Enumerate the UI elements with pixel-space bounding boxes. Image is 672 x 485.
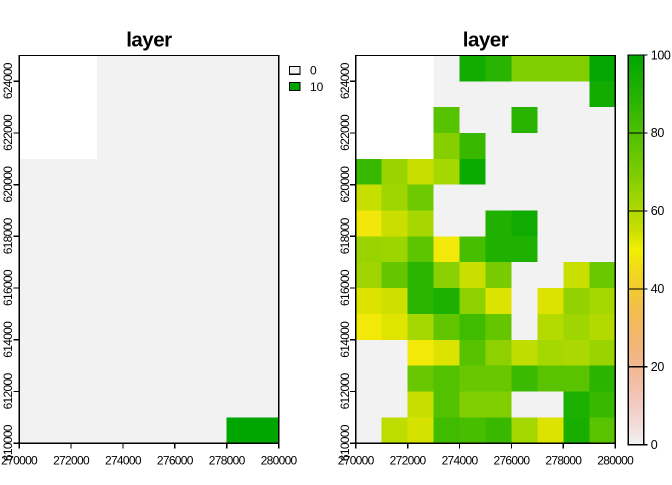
svg-text:40: 40	[651, 282, 665, 296]
svg-text:276000: 276000	[157, 454, 194, 468]
svg-text:276000: 276000	[493, 454, 530, 468]
svg-text:612000: 612000	[1, 373, 15, 410]
svg-text:280000: 280000	[597, 454, 634, 468]
svg-text:272000: 272000	[390, 454, 427, 468]
svg-text:622000: 622000	[1, 114, 15, 151]
svg-text:278000: 278000	[545, 454, 582, 468]
svg-text:0: 0	[310, 64, 317, 78]
svg-text:620000: 620000	[338, 166, 352, 203]
svg-text:10: 10	[310, 80, 324, 94]
svg-text:layer: layer	[126, 28, 172, 51]
svg-text:616000: 616000	[1, 269, 15, 306]
svg-text:270000: 270000	[338, 454, 375, 468]
svg-text:280000: 280000	[261, 454, 298, 468]
svg-text:618000: 618000	[1, 217, 15, 254]
svg-text:100: 100	[651, 48, 671, 62]
svg-text:624000: 624000	[1, 62, 15, 99]
svg-text:614000: 614000	[1, 321, 15, 358]
svg-text:618000: 618000	[338, 217, 352, 254]
svg-text:60: 60	[651, 204, 665, 218]
svg-text:622000: 622000	[338, 114, 352, 151]
svg-text:620000: 620000	[1, 166, 15, 203]
svg-text:612000: 612000	[338, 373, 352, 410]
svg-text:274000: 274000	[105, 454, 142, 468]
svg-text:270000: 270000	[1, 454, 38, 468]
svg-text:80: 80	[651, 126, 665, 140]
svg-text:610000: 610000	[338, 424, 352, 461]
svg-text:20: 20	[651, 360, 665, 374]
svg-text:610000: 610000	[1, 424, 15, 461]
svg-text:614000: 614000	[338, 321, 352, 358]
svg-text:274000: 274000	[442, 454, 479, 468]
svg-text:278000: 278000	[209, 454, 246, 468]
svg-text:272000: 272000	[53, 454, 90, 468]
svg-text:layer: layer	[463, 28, 509, 51]
svg-text:624000: 624000	[338, 62, 352, 99]
svg-text:616000: 616000	[338, 269, 352, 306]
svg-text:0: 0	[651, 438, 658, 452]
